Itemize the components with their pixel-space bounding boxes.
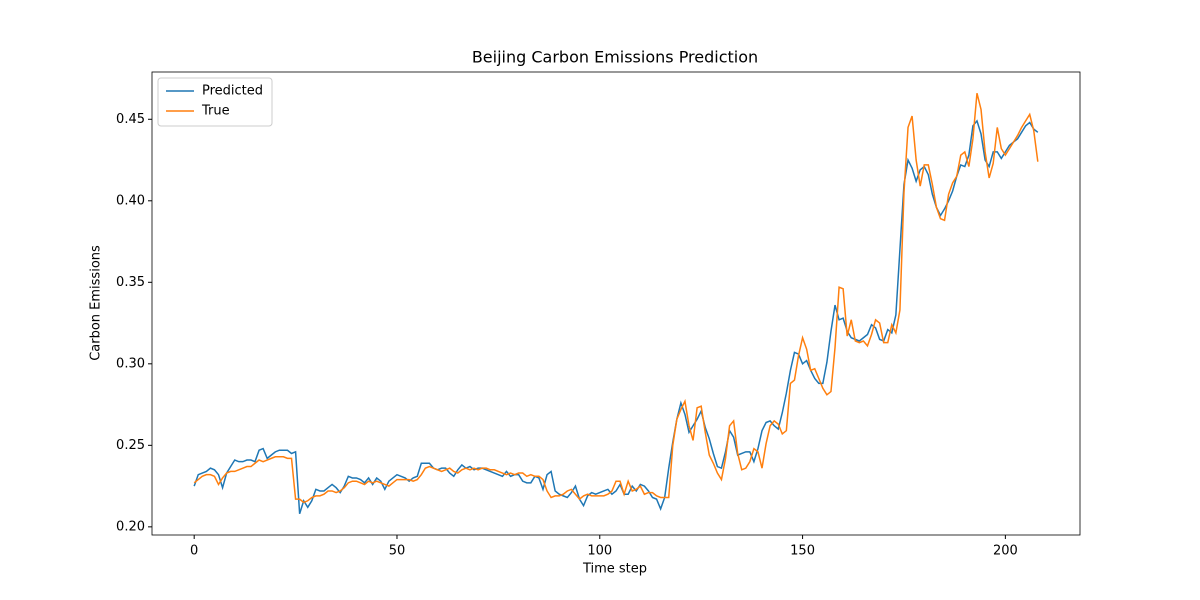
series-line: [193, 119, 1039, 515]
x-tick-label: 200: [993, 544, 1018, 559]
plot-frame: [151, 71, 1081, 536]
x-axis-label: Time step: [582, 562, 647, 577]
y-tick-label: 0.40: [116, 193, 145, 208]
legend-label: Predicted: [202, 84, 263, 99]
legend-label: True: [201, 104, 230, 119]
y-tick-label: 0.30: [116, 356, 145, 371]
x-tick-label: 0: [190, 544, 198, 559]
y-tick-label: 0.45: [116, 112, 145, 127]
chart-title: Beijing Carbon Emissions Prediction: [472, 48, 758, 67]
legend: Predicted True: [157, 77, 273, 127]
x-tick-label: 150: [790, 544, 815, 559]
y-axis-label: Carbon Emissions: [89, 245, 104, 361]
x-tick-label: 50: [389, 544, 406, 559]
legend-box: [157, 77, 273, 127]
y-tick-label: 0.25: [116, 438, 145, 453]
series-line: [193, 93, 1039, 504]
y-tick-label: 0.35: [116, 275, 145, 290]
x-tick-label: 100: [587, 544, 612, 559]
y-tick-label: 0.20: [116, 519, 145, 534]
